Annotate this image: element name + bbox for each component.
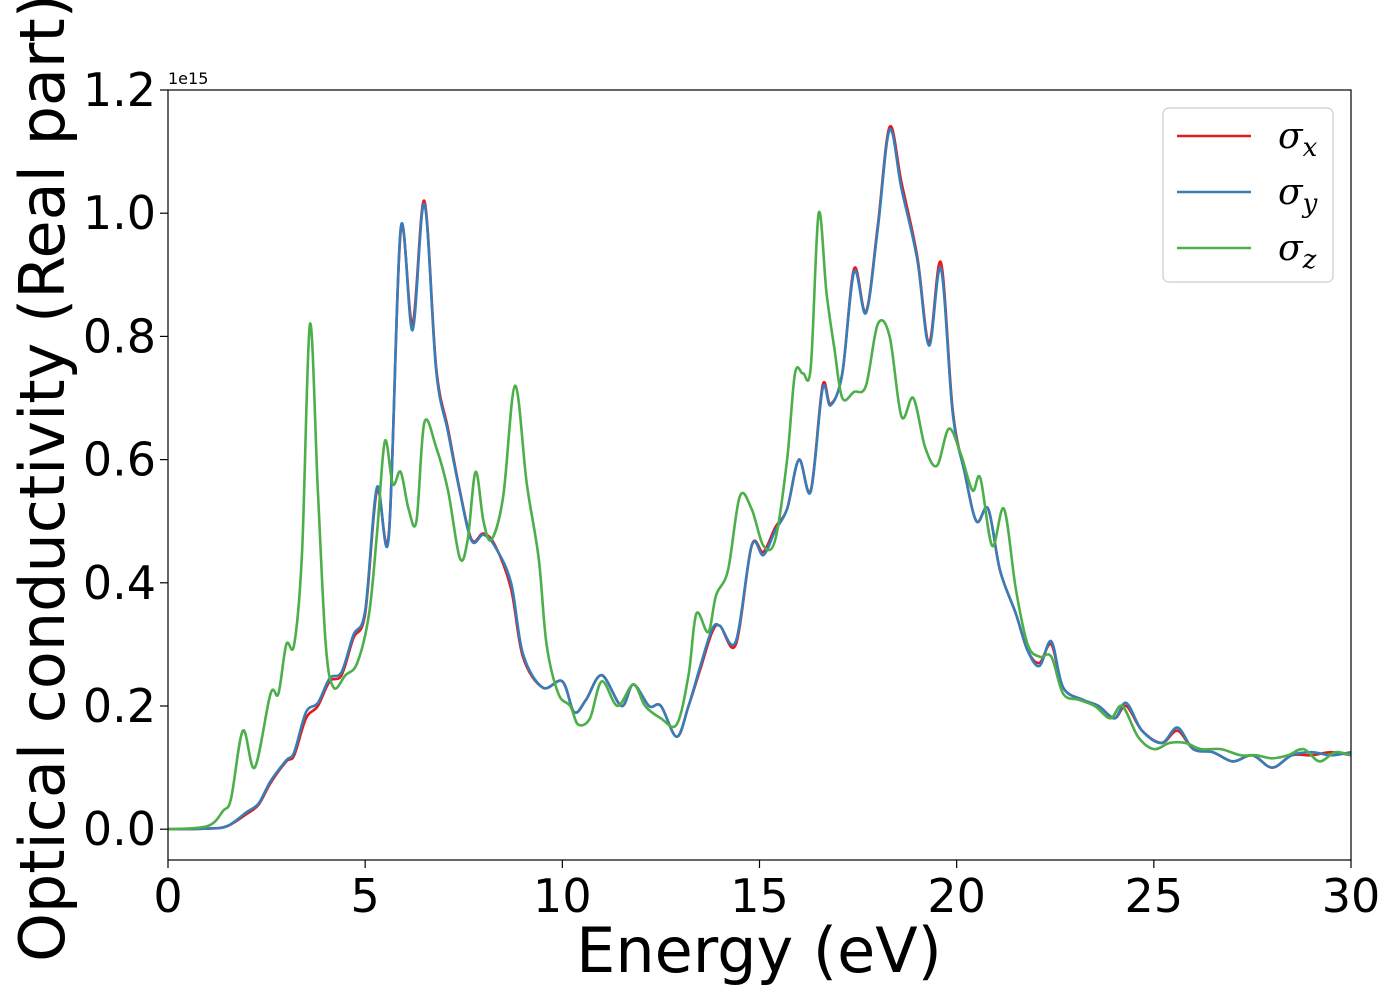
- y-axis: 0.0 0.2 0.4 0.6 0.8 1.0 1.2: [83, 63, 168, 856]
- y-offset-label: 1e15: [168, 69, 208, 88]
- x-tick-label: 10: [533, 869, 592, 923]
- series-layer: [168, 124, 1351, 831]
- legend-symbol: σ: [1278, 172, 1304, 213]
- legend-symbol: σ: [1278, 228, 1304, 269]
- series-line-y: [168, 128, 1351, 831]
- x-tick-label: 20: [927, 869, 986, 923]
- legend-subscript: z: [1302, 245, 1317, 275]
- legend-symbol: σ: [1278, 116, 1304, 157]
- x-tick-label: 15: [730, 869, 789, 923]
- legend-subscript: y: [1302, 189, 1318, 219]
- legend-label-y: σy: [1278, 172, 1318, 219]
- x-tick-label: 25: [1125, 869, 1184, 923]
- legend-label-x: σx: [1278, 116, 1318, 163]
- y-tick-label: 1.2: [83, 63, 156, 117]
- y-tick-label: 0.0: [83, 802, 156, 856]
- y-tick-label: 1.0: [83, 186, 156, 240]
- x-tick-label: 5: [351, 869, 380, 923]
- y-tick-label: 0.6: [83, 433, 156, 487]
- y-tick-label: 0.2: [83, 679, 156, 733]
- legend-subscript: x: [1303, 133, 1318, 163]
- x-tick-label: 30: [1322, 869, 1381, 923]
- y-axis-label: Optical conductivity (Real part): [6, 0, 79, 962]
- series-line-z: [168, 210, 1351, 831]
- x-tick-label: 0: [153, 869, 182, 923]
- y-tick-label: 0.8: [83, 309, 156, 363]
- legend-label-z: σz: [1278, 228, 1317, 275]
- y-tick-label: 0.4: [83, 556, 156, 610]
- legend-box: [1162, 107, 1334, 283]
- x-axis-label: Energy (eV): [576, 914, 942, 987]
- x-axis: 0 5 10 15 20 25 30: [153, 860, 1380, 923]
